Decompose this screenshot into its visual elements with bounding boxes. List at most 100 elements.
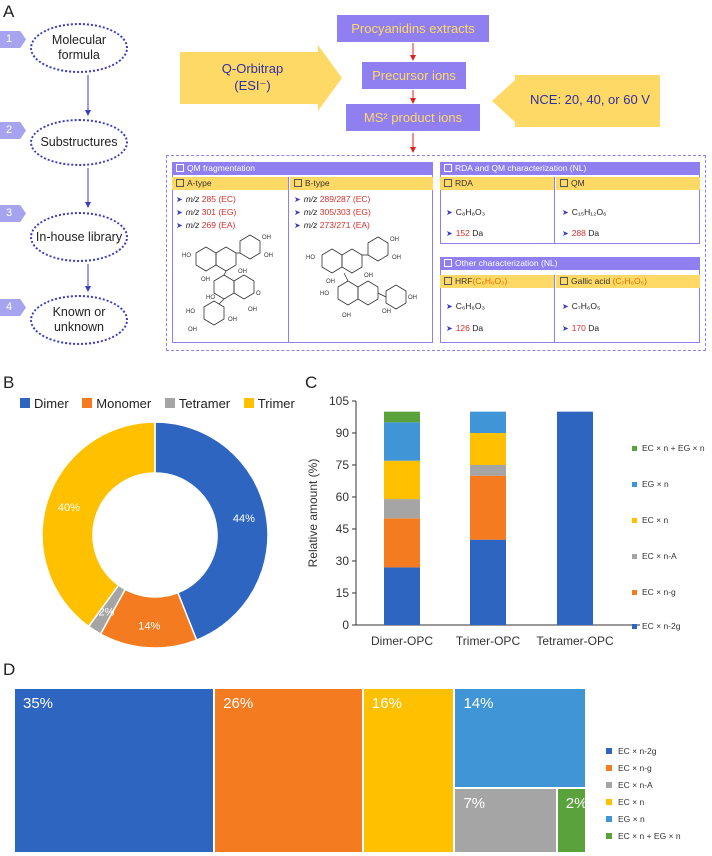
- rda-label: RDA: [455, 178, 473, 188]
- donut-slice-label: 44%: [233, 513, 255, 525]
- rda-title-bar: RDA and QM characterization (NL): [440, 162, 700, 175]
- svg-text:HO: HO: [306, 255, 315, 261]
- bullet-arrow-icon: ➤: [562, 324, 569, 333]
- mz-tag: (EA): [218, 220, 236, 230]
- qm-label: QM: [571, 178, 585, 188]
- bar-segment: [384, 422, 420, 461]
- treemap-cell: 2%: [556, 788, 587, 853]
- treemap-legend-item: EC × n-g: [606, 763, 652, 773]
- rda-formula: C₈H₈O₃: [455, 207, 486, 217]
- gallic-da-value: 170: [571, 323, 586, 333]
- mz-value: 305/303: [319, 207, 351, 217]
- legend-swatch: [164, 398, 175, 408]
- checkbox-icon: [560, 179, 568, 187]
- legend-swatch: [632, 554, 637, 559]
- mz-value: 273/271: [319, 220, 351, 230]
- treemap-cell: 16%: [362, 688, 455, 853]
- legend-label: Monomer: [96, 396, 152, 411]
- legend-label: EC × n: [618, 797, 645, 807]
- b-type-label: B-type: [305, 178, 330, 188]
- legend-swatch: [606, 748, 612, 754]
- legend-label: EG × n: [642, 479, 669, 489]
- svg-text:OH: OH: [238, 269, 247, 275]
- nce-label: NCE: 20, 40, or 60 V: [530, 92, 650, 107]
- rda-divider: [554, 177, 555, 244]
- treemap-cell: 7%: [454, 788, 557, 853]
- bullet-arrow-icon: ➤: [294, 221, 301, 230]
- checkbox-icon: [444, 259, 452, 267]
- legend-label: EC × n-2g: [618, 746, 657, 756]
- step-in-house-library: In-house library: [30, 212, 128, 262]
- step-number-1: 1: [0, 31, 26, 48]
- donut-slice-label: 40%: [58, 502, 80, 514]
- mz-tag: (EC): [352, 194, 371, 204]
- checkbox-icon: [444, 179, 452, 187]
- bullet-arrow-icon: ➤: [446, 324, 453, 333]
- b-type-row: ➤ m/z 305/303 (EG): [294, 207, 371, 217]
- legend-swatch: [632, 482, 637, 487]
- checkbox-icon: [444, 277, 452, 285]
- panel-a-arrows: [85, 43, 660, 292]
- bullet-arrow-icon: ➤: [176, 221, 183, 230]
- gallic-row-formula: C₇H₆O₅: [571, 301, 601, 311]
- svg-text:OH: OH: [392, 255, 401, 261]
- svg-text:HO: HO: [206, 295, 215, 301]
- qm-title: QM fragmentation: [187, 163, 256, 173]
- rda-da-row: ➤ 152 Da: [446, 228, 483, 238]
- other-title: Other characterization (NL): [455, 258, 558, 268]
- mz-tag: (EG): [352, 207, 371, 217]
- legend-swatch: [606, 782, 612, 788]
- step-substructures: Substructures: [30, 119, 128, 166]
- svg-text:OH: OH: [262, 235, 271, 241]
- treemap-cell: 26%: [214, 688, 363, 853]
- bullet-arrow-icon: ➤: [446, 208, 453, 217]
- da-unit: Da: [588, 228, 600, 238]
- rda-bar: RDA: [440, 177, 554, 190]
- y-tick-label: 60: [336, 490, 350, 504]
- characterization-frame: [166, 155, 706, 351]
- svg-text:OH: OH: [201, 277, 210, 283]
- bar-segment: [470, 539, 506, 625]
- x-tick-label: Dimer-OPC: [371, 634, 433, 648]
- a-type-bar: A-type: [172, 177, 288, 190]
- y-tick-label: 0: [342, 618, 349, 632]
- svg-text:O: O: [256, 291, 261, 297]
- other-title-bar: Other characterization (NL): [440, 257, 700, 270]
- svg-text:OH: OH: [264, 253, 273, 259]
- y-tick-label: 15: [336, 586, 350, 600]
- b-type-row: ➤ m/z 289/287 (EC): [294, 194, 370, 204]
- legend-swatch: [606, 765, 612, 771]
- hrf-da-row: ➤ 126 Da: [446, 323, 483, 333]
- procyanidins-extracts-box: Procyanidins extracts: [337, 15, 489, 42]
- b-type-row: ➤ m/z 273/271 (EA): [294, 220, 370, 230]
- legend-label: Tetramer: [178, 396, 231, 411]
- checkbox-icon: [560, 277, 568, 285]
- bullet-arrow-icon: ➤: [176, 208, 183, 217]
- mz-label: m/z: [185, 220, 200, 230]
- bullet-arrow-icon: ➤: [294, 195, 301, 204]
- bar-segment: [384, 460, 420, 500]
- other-divider: [554, 275, 555, 343]
- mz-label: m/z: [303, 207, 318, 217]
- mz-label: m/z: [185, 207, 200, 217]
- legend-swatch: [606, 799, 612, 805]
- svg-text:OH: OH: [390, 237, 399, 243]
- checkbox-icon: [444, 164, 452, 172]
- treemap-cell: 14%: [454, 688, 586, 789]
- legend-label: EG × n: [618, 814, 645, 824]
- legend-swatch: [632, 590, 637, 595]
- hrf-da-value: 126: [455, 323, 470, 333]
- treemap-chart: 35% 26% 16% 14% 7% 2%: [14, 688, 587, 853]
- gallic-da-row: ➤ 170 Da: [562, 323, 599, 333]
- rda-formula-row: ➤ C₈H₈O₃: [446, 207, 485, 217]
- bar-segment: [384, 518, 420, 568]
- rda-da-value: 152: [455, 228, 470, 238]
- y-tick-label: 90: [336, 426, 350, 440]
- legend-label: Dimer: [34, 396, 69, 411]
- mz-tag: (EG): [218, 207, 237, 217]
- mz-label: m/z: [303, 220, 318, 230]
- q-orbitrap-label: Q-Orbitrap (ESI⁻): [190, 60, 315, 94]
- qm-bar: QM: [556, 177, 700, 190]
- mz-label: m/z: [303, 194, 318, 204]
- checkbox-icon: [294, 179, 302, 187]
